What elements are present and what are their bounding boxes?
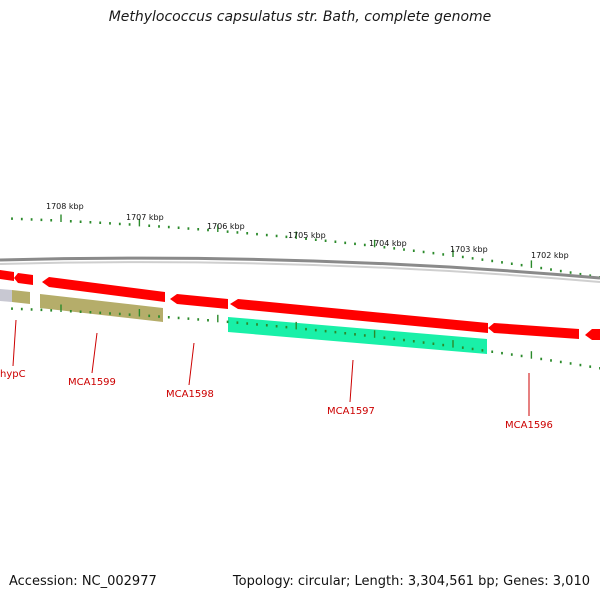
leader-line-mca1598 <box>188 342 195 386</box>
scale-label-1704: 1704 kbp <box>369 239 407 248</box>
outer-scale-ticks <box>11 214 600 279</box>
gene-labels: hypC MCA1599 MCA1598 MCA1597 MCA1596 <box>0 369 553 431</box>
leader-line-mca1599 <box>91 332 98 374</box>
reverse-strand-genes <box>0 289 487 354</box>
scale-label-1708: 1708 kbp <box>46 202 84 211</box>
inner-scale-ticks <box>11 304 600 370</box>
gene-label-mca1597[interactable]: MCA1597 <box>327 406 375 417</box>
gene-label-hypc[interactable]: hypC <box>0 369 26 380</box>
gene-arrow-mca1597-green[interactable] <box>228 317 487 354</box>
gene-arrow-mca1599-red[interactable] <box>42 277 165 302</box>
gene-arrow-mca1597-red[interactable] <box>230 299 488 333</box>
gene-leader-lines <box>12 319 530 416</box>
scale-label-1702: 1702 kbp <box>531 251 569 260</box>
scale-label-1703: 1703 kbp <box>450 245 488 254</box>
leader-line-mca1597 <box>349 359 354 403</box>
forward-strand-genes <box>0 270 600 340</box>
gene-arrow-hypc-grey[interactable] <box>0 289 12 302</box>
scale-label-1707: 1707 kbp <box>126 213 164 222</box>
gene-arrow-hypc-red[interactable] <box>0 270 14 281</box>
accession-label: Accession: NC_002977 <box>9 574 157 589</box>
scale-labels: 1708 kbp 1707 kbp 1706 kbp 1705 kbp 1704… <box>46 202 569 260</box>
gene-arrow-mca1599-olive[interactable] <box>40 294 163 322</box>
topology-label: Topology: circular; Length: 3,304,561 bp… <box>232 574 590 589</box>
gene-arrow-hypc-olive[interactable] <box>12 290 30 304</box>
gene-arrow-mca1596-red[interactable] <box>488 323 579 339</box>
map-title: Methylococcus capsulatus str. Bath, comp… <box>108 9 492 25</box>
gene-label-mca1598[interactable]: MCA1598 <box>166 389 214 400</box>
leader-line-hypc <box>12 319 17 367</box>
backbone-inner <box>0 261 600 283</box>
scale-label-1706: 1706 kbp <box>207 222 245 231</box>
backbone-outer <box>0 256 600 280</box>
gene-arrow-mca1598-red[interactable] <box>170 294 228 309</box>
scale-label-1705: 1705 kbp <box>288 231 326 240</box>
gene-label-mca1599[interactable]: MCA1599 <box>68 377 116 388</box>
gene-arrow-small-red[interactable] <box>14 273 33 285</box>
gene-label-mca1596[interactable]: MCA1596 <box>505 420 553 431</box>
gene-arrow-next-red[interactable] <box>585 329 600 340</box>
